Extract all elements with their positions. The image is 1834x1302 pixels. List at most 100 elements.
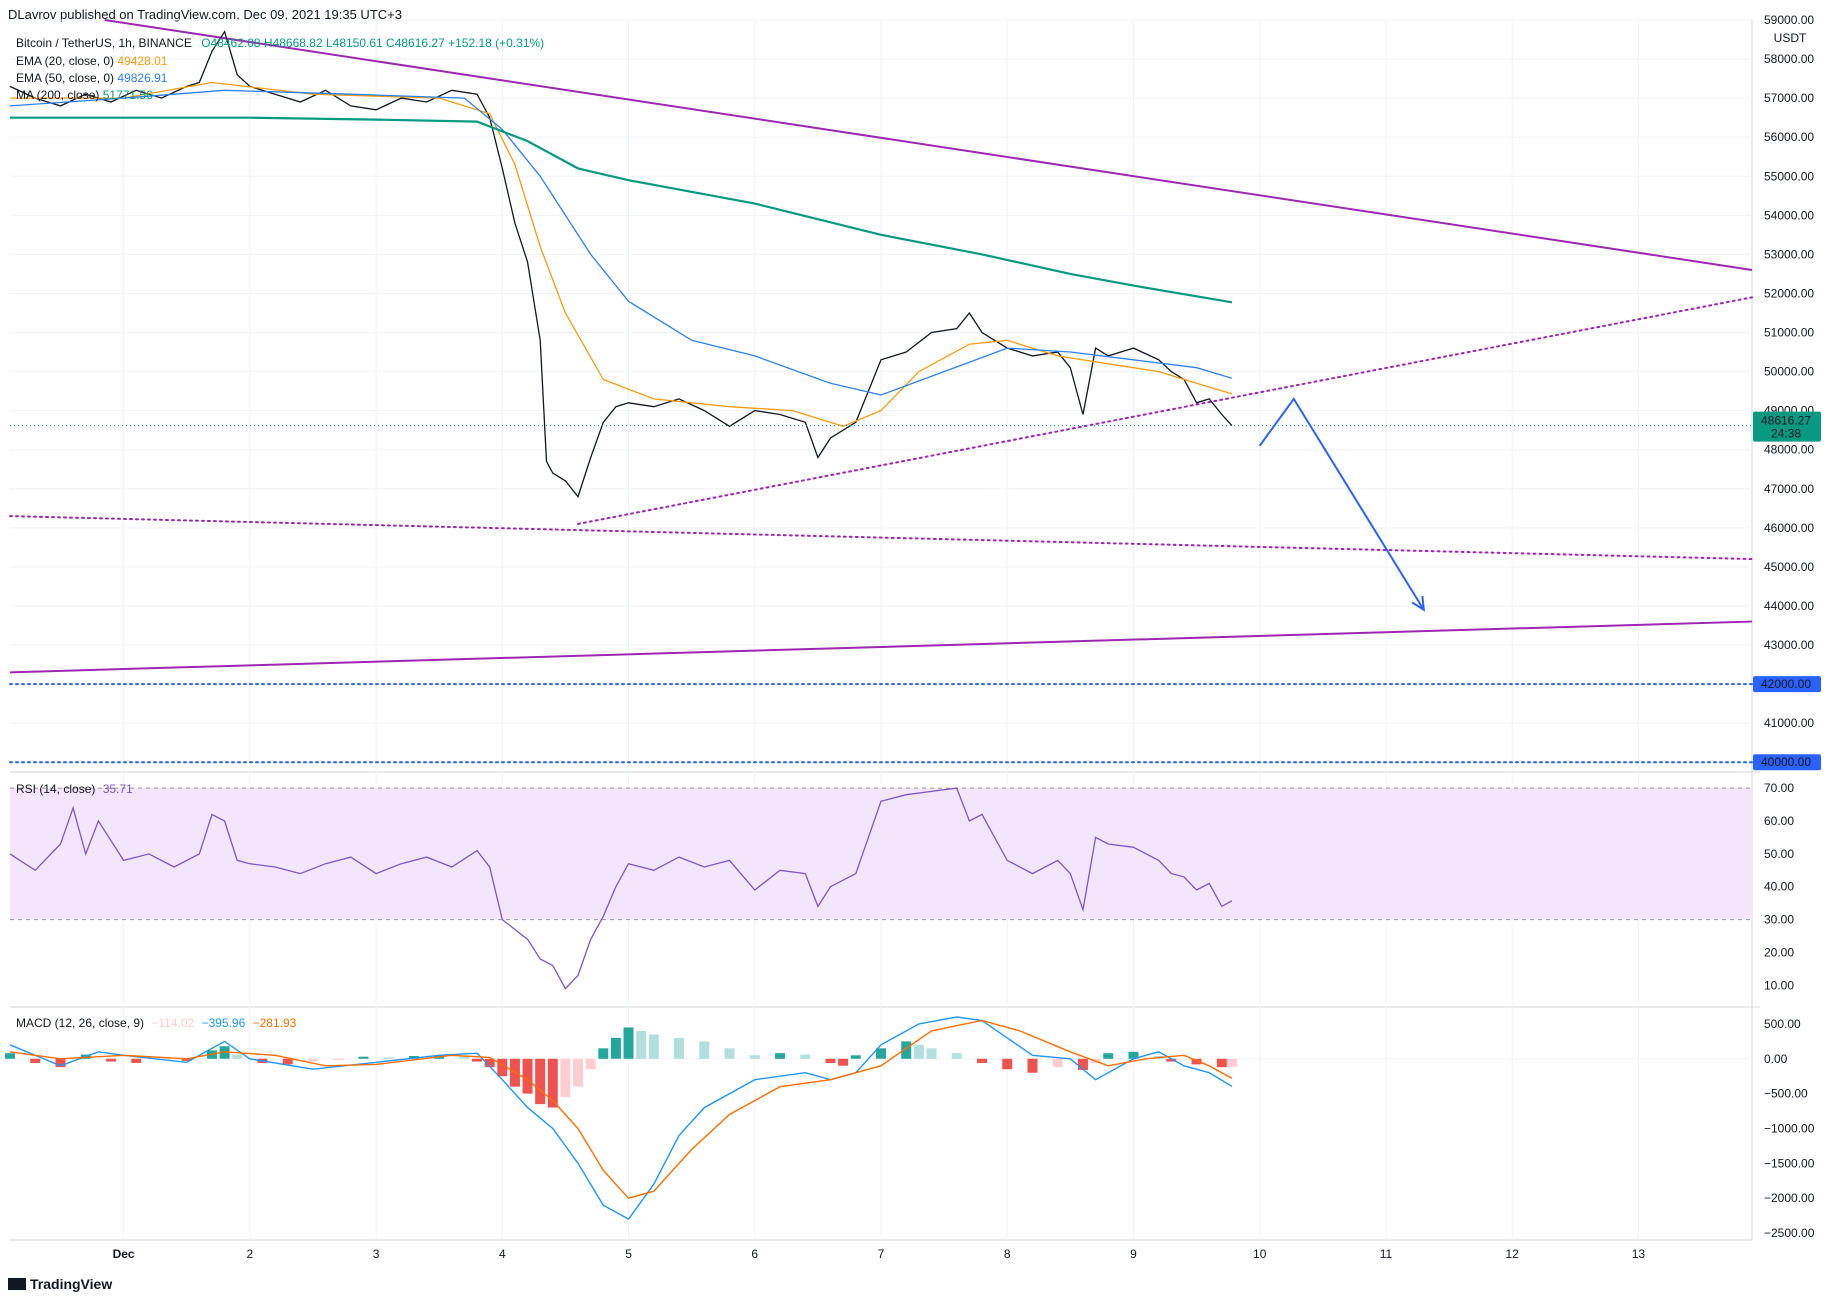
price-tick-label: 46000.00 (1764, 521, 1814, 535)
price-tick-label: 47000.00 (1764, 482, 1814, 496)
macd-histogram-bar (598, 1048, 609, 1059)
macd-histogram-bar (547, 1058, 558, 1108)
macd-histogram-bar (623, 1027, 634, 1059)
macd-histogram-bar (232, 1054, 243, 1059)
macd-signal-value: −281.93 (252, 1016, 297, 1030)
price-tick-label: 53000.00 (1764, 247, 1814, 261)
macd-title: MACD (12, 26, close, 9) (16, 1016, 145, 1030)
price-tick-label: 55000.00 (1764, 169, 1814, 183)
macd-histogram-bar (1002, 1058, 1013, 1070)
macd-legend[interactable]: MACD (12, 26, close, 9) −114.02 −395.96 … (16, 1016, 296, 1030)
macd-histogram-bar (674, 1037, 685, 1059)
rsi-title: RSI (14, close) (16, 782, 96, 796)
macd-tick-label: 500.00 (1764, 1017, 1801, 1031)
tradingview-logo-icon (8, 1278, 26, 1290)
rsi-tick-label: 30.00 (1764, 913, 1794, 927)
x-tick-label: 9 (1130, 1247, 1137, 1261)
level-label: 42000.00 (1761, 677, 1811, 691)
x-tick-label: Dec (113, 1247, 135, 1261)
macd-histogram-bar (459, 1056, 470, 1059)
x-tick-label: 8 (1004, 1247, 1011, 1261)
price-tick-label: 41000.00 (1764, 716, 1814, 730)
macd-histogram-bar (383, 1057, 394, 1059)
macd-histogram-bar (55, 1058, 66, 1068)
macd-histogram-bar (585, 1058, 596, 1070)
macd-tick-label: −1000.00 (1764, 1121, 1815, 1135)
indicator-ma200-value: 51771.56 (102, 88, 153, 102)
indicator-ema50-label: EMA (50, close, 0) (16, 71, 115, 85)
symbol-title: Bitcoin / TetherUS, 1h, BINANCE (16, 36, 192, 50)
x-tick-label: 4 (499, 1247, 506, 1261)
price-tick-label: 44000.00 (1764, 599, 1814, 613)
macd-histogram-bar (105, 1058, 116, 1062)
indicator-ema20[interactable]: EMA (20, close, 0) 49428.01 (16, 53, 167, 70)
macd-hist-value: −114.02 (151, 1016, 195, 1030)
footer-brand[interactable]: TradingView (8, 1276, 112, 1292)
macd-histogram-bar (913, 1044, 924, 1059)
price-tick-label: 59000.00 (1764, 13, 1814, 27)
macd-histogram-bar (282, 1058, 293, 1065)
macd-tick-label: −2500.00 (1764, 1226, 1815, 1240)
macd-histogram-bar (408, 1056, 419, 1059)
macd-line-value: −395.96 (201, 1016, 246, 1030)
macd-histogram-bar (926, 1048, 937, 1059)
price-tick-label: 43000.00 (1764, 638, 1814, 652)
symbol-line: Bitcoin / TetherUS, 1h, BINANCE O48462.0… (16, 36, 544, 50)
macd-histogram-bar (1103, 1053, 1114, 1059)
indicator-ma200-label: MA (200, close) (16, 88, 100, 102)
macd-histogram-bar (610, 1037, 621, 1059)
macd-histogram-bar (648, 1034, 659, 1059)
macd-histogram-bar (1052, 1058, 1063, 1068)
rsi-value: 35.71 (102, 782, 133, 796)
macd-histogram-bar (333, 1058, 344, 1061)
price-tick-label: 52000.00 (1764, 286, 1814, 300)
rsi-legend[interactable]: RSI (14, close) 35.71 (16, 782, 133, 796)
last-price-badge (1753, 411, 1821, 442)
x-tick-label: 7 (878, 1247, 885, 1261)
rsi-line (9, 787, 1233, 990)
price-tick-label: 57000.00 (1764, 91, 1814, 105)
indicator-ma200[interactable]: MA (200, close) 51771.56 (16, 87, 167, 104)
macd-histogram-bar (775, 1053, 786, 1059)
macd-histogram-bar (307, 1058, 318, 1062)
rsi-tick-label: 50.00 (1764, 847, 1794, 861)
macd-histogram-bar (573, 1058, 584, 1087)
indicator-ema50-value: 49826.91 (117, 71, 168, 85)
macd-histogram-bar (976, 1058, 987, 1063)
level-label: 40000.00 (1761, 755, 1811, 769)
x-tick-label: 10 (1253, 1247, 1267, 1261)
macd-histogram-bar (951, 1053, 962, 1059)
rsi-tick-label: 60.00 (1764, 814, 1794, 828)
ohlc-values: O48462.08 H48668.82 L48150.61 C48616.27 … (201, 36, 545, 50)
trendline-solid (104, 19, 1753, 271)
macd-histogram-bar (1226, 1058, 1237, 1067)
macd-histogram-bar (484, 1058, 495, 1068)
indicator-legend: EMA (20, close, 0) 49428.01 EMA (50, clo… (16, 53, 167, 104)
macd-histogram-bar (699, 1041, 710, 1059)
macd-histogram-bar (1191, 1058, 1202, 1065)
macd-histogram-bar (749, 1055, 760, 1059)
price-tick-label: 56000.00 (1764, 130, 1814, 144)
macd-histogram-bar (522, 1058, 533, 1094)
x-tick-label: 11 (1380, 1247, 1393, 1261)
x-tick-label: 6 (751, 1247, 758, 1261)
last-price-label: 48616.27 (1761, 414, 1811, 428)
macd-tick-label: −2000.00 (1764, 1191, 1815, 1205)
currency-label: USDT (1774, 31, 1807, 45)
indicator-ema50[interactable]: EMA (50, close, 0) 49826.91 (16, 70, 167, 87)
rsi-tick-label: 40.00 (1764, 880, 1794, 894)
macd-histogram-bar (636, 1030, 647, 1059)
macd-histogram-bar (497, 1058, 508, 1077)
indicator-line-1 (9, 89, 1233, 396)
macd-line (9, 1016, 1233, 1221)
trendline-dotted (577, 296, 1753, 525)
macd-tick-label: −500.00 (1764, 1087, 1808, 1101)
rsi-tick-label: 20.00 (1764, 945, 1794, 959)
macd-histogram-bar (800, 1054, 811, 1059)
macd-signal-line (9, 1019, 1233, 1199)
rsi-tick-label: 10.00 (1764, 978, 1794, 992)
indicator-line-0 (10, 81, 1233, 427)
x-tick-label: 12 (1505, 1247, 1519, 1261)
